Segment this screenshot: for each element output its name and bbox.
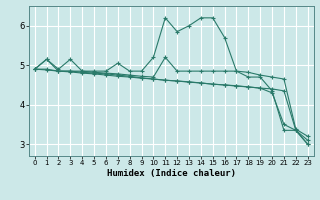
X-axis label: Humidex (Indice chaleur): Humidex (Indice chaleur) [107,169,236,178]
